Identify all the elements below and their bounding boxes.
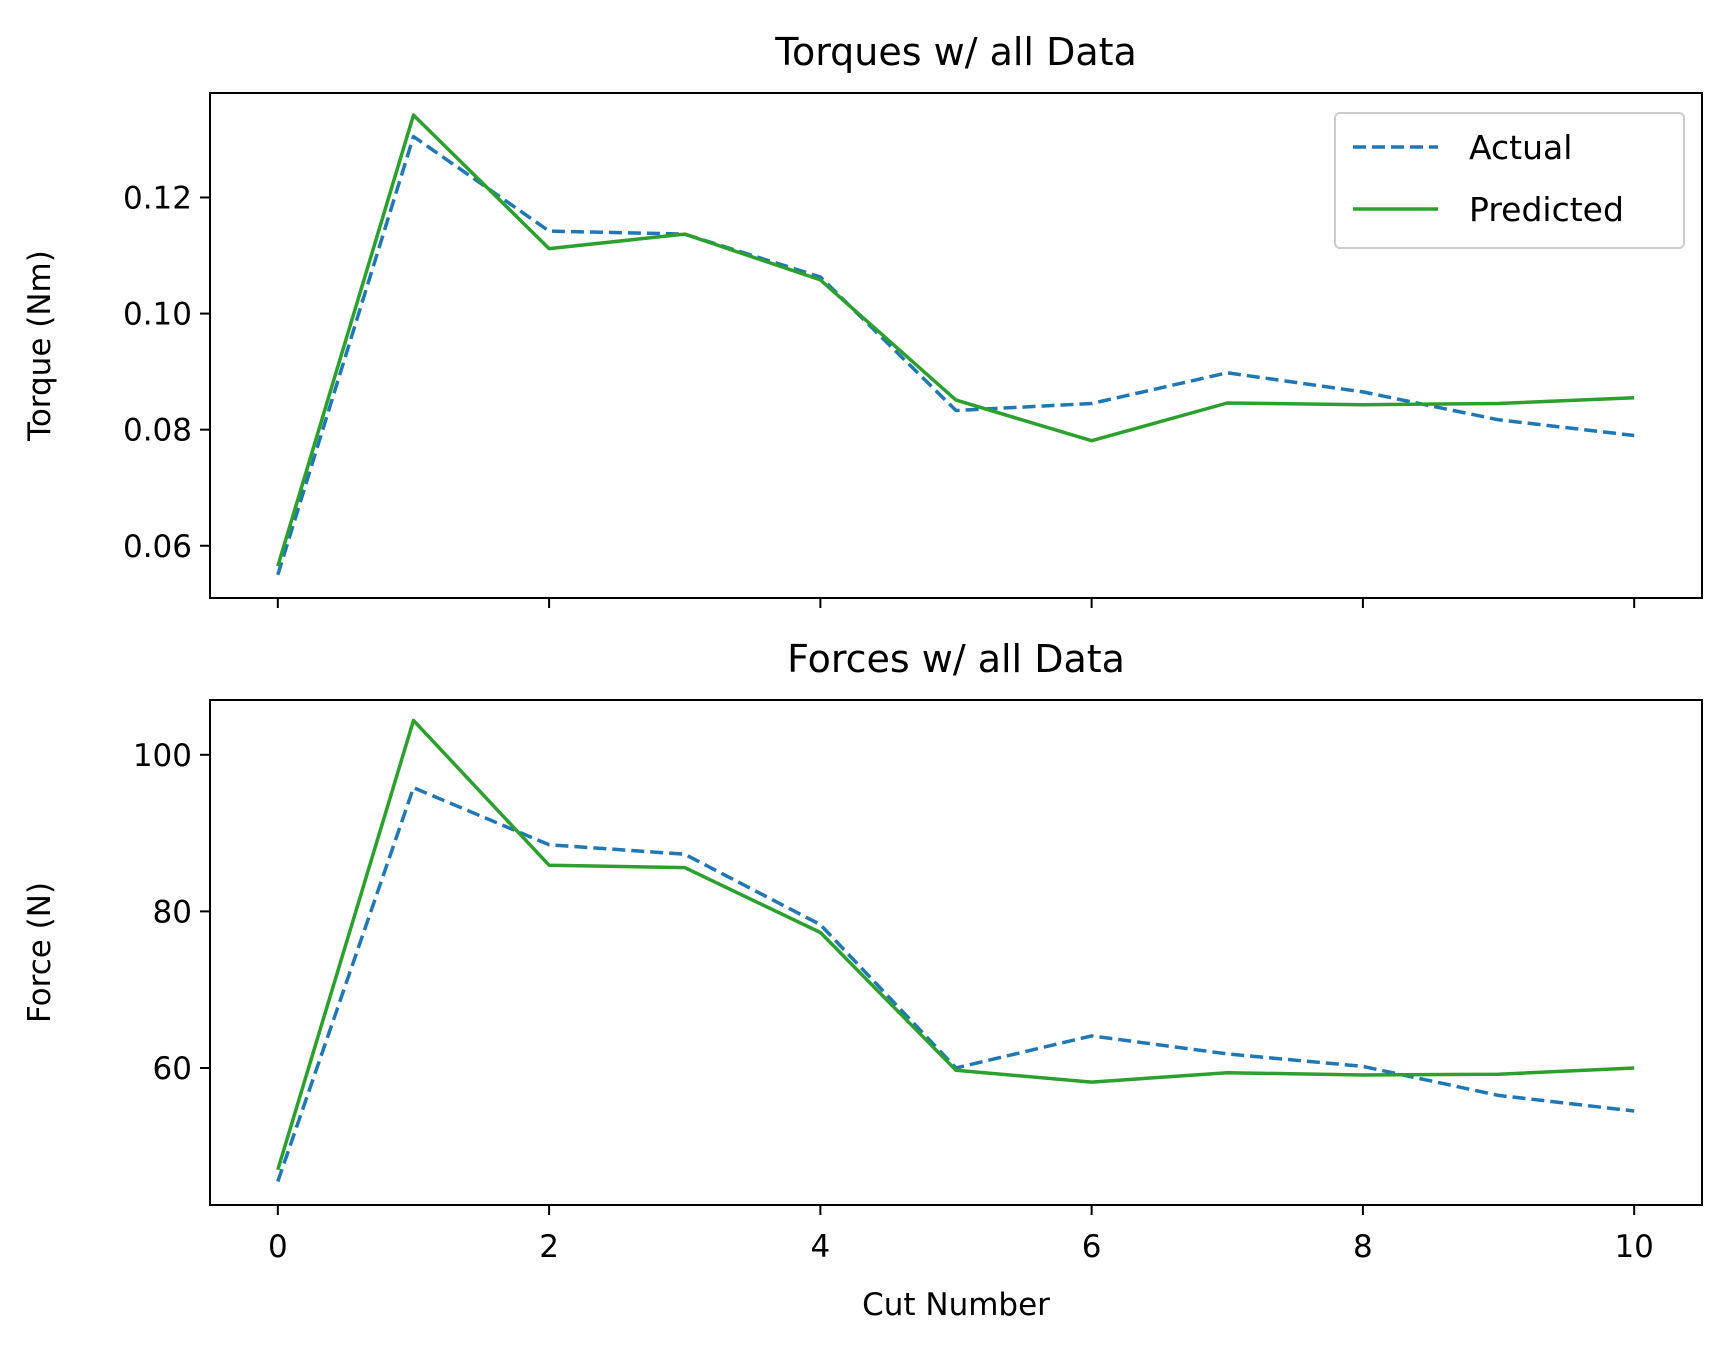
force-xtick-label-4: 8 — [1353, 1229, 1373, 1265]
torque-series-actual-line — [276, 134, 1635, 576]
torque-y-axis-label: Torque (Nm) — [22, 250, 58, 442]
legend: Actual Predicted — [1334, 112, 1685, 249]
force-xtick-label-3: 6 — [1082, 1229, 1102, 1265]
torque-ticks: 0.06 0.08 0.10 0.12 — [123, 180, 1636, 608]
force-chart-title: Forces w/ all Data — [787, 637, 1125, 681]
force-xtick-label-1: 2 — [539, 1229, 559, 1265]
force-xtick-label-2: 4 — [810, 1229, 830, 1265]
torque-chart: Torques w/ all Data Torque (Nm) 0.06 0.08… — [22, 30, 1703, 608]
force-ytick-label-0: 60 — [153, 1051, 192, 1087]
force-series-predicted-line — [276, 718, 1635, 1171]
legend-predicted-label: Predicted — [1469, 190, 1624, 229]
force-series-actual-line — [276, 785, 1635, 1183]
torque-ytick-label-1: 0.08 — [123, 413, 192, 449]
torque-ytick-label-3: 0.12 — [123, 180, 192, 216]
force-ticks: 0 2 4 6 8 10 60 80 100 — [133, 738, 1654, 1265]
force-ytick-label-2: 100 — [133, 738, 192, 774]
torque-axes-frame — [209, 92, 1703, 599]
force-axes-frame — [209, 699, 1703, 1206]
force-xtick-label-5: 10 — [1614, 1229, 1653, 1265]
force-chart: Forces w/ all Data Force (N) Cut Number … — [22, 637, 1703, 1323]
force-y-axis-label: Force (N) — [22, 882, 58, 1023]
torque-series-predicted-line — [276, 113, 1635, 567]
torque-ytick-label-0: 0.06 — [123, 529, 192, 565]
force-series — [276, 718, 1635, 1183]
torque-ytick-label-2: 0.10 — [123, 297, 192, 333]
torque-chart-title: Torques w/ all Data — [774, 30, 1137, 74]
force-ytick-label-1: 80 — [153, 894, 192, 930]
force-xtick-label-0: 0 — [268, 1229, 288, 1265]
legend-actual-label: Actual — [1469, 128, 1572, 167]
torque-series — [276, 113, 1635, 576]
force-x-axis-label: Cut Number — [862, 1287, 1050, 1323]
